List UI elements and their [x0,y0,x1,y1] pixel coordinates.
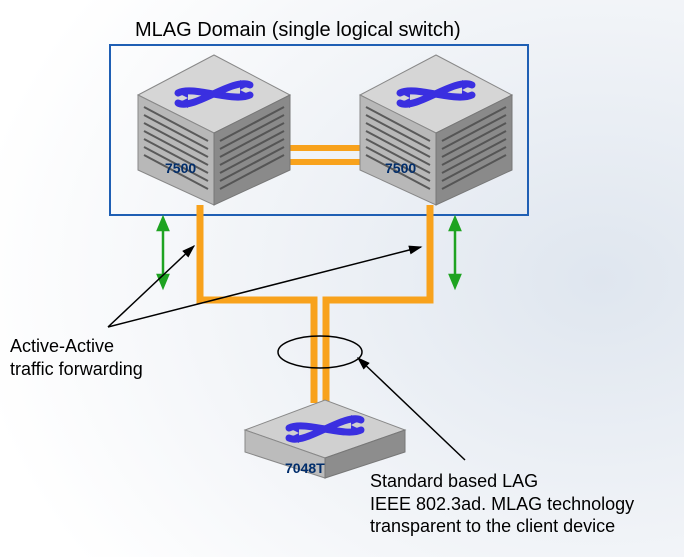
lag-ellipse [278,336,362,368]
diagram-canvas: MLAG Domain (single logical switch) [0,0,684,557]
switch-right [360,55,512,205]
switch-left-label: 7500 [165,160,196,176]
peer-links [289,148,360,162]
annotation-lag: Standard based LAG IEEE 802.3ad. MLAG te… [370,470,634,538]
switch-left [138,55,290,205]
annotation-active: Active-Active traffic forwarding [10,335,143,380]
switch-right-label: 7500 [385,160,416,176]
switch-bottom-label: 7048T [285,460,325,476]
downlink-cables [200,205,430,403]
switch-bottom [245,400,405,478]
